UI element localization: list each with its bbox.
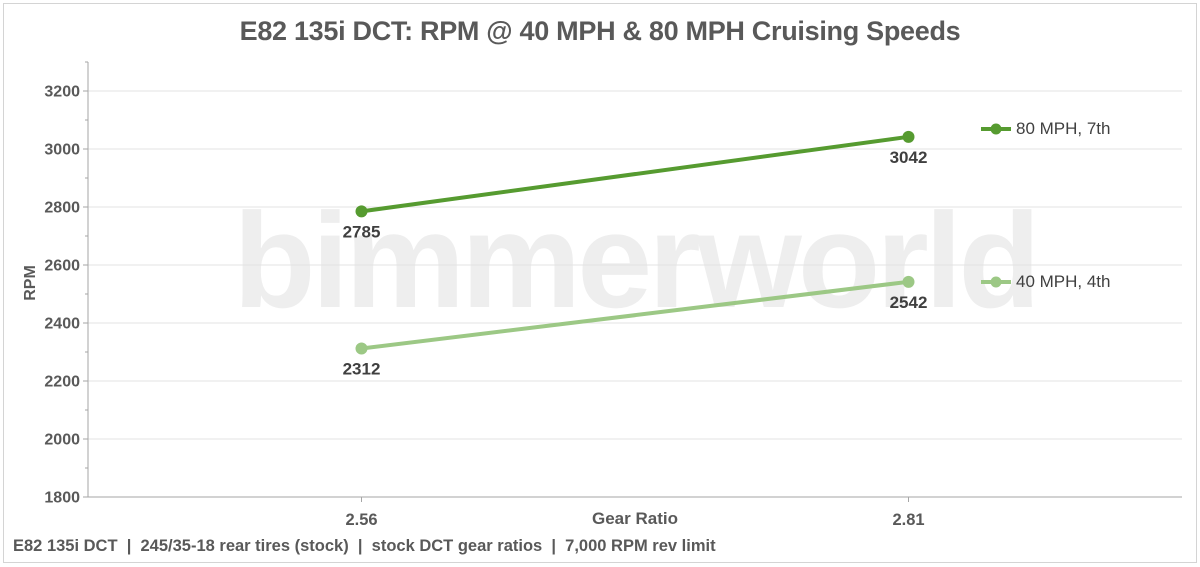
y-tick-label: 2600: [44, 258, 80, 275]
x-tick-label: 2.56: [345, 511, 377, 529]
y-tick-label: 2200: [44, 374, 80, 391]
legend-item: 80 MPH, 7th: [980, 118, 1111, 140]
data-point: [355, 342, 368, 355]
chart-title: E82 135i DCT: RPM @ 40 MPH & 80 MPH Crui…: [239, 16, 961, 46]
data-label: 2542: [890, 293, 928, 312]
series-line-1: [359, 134, 911, 214]
data-point: [902, 130, 915, 143]
legend-item: 40 MPH, 4th: [980, 271, 1111, 293]
y-tick-label: 3200: [44, 84, 80, 101]
legend-marker-icon: [981, 276, 1011, 288]
data-point: [355, 205, 368, 218]
y-tick-label: 1800: [44, 490, 80, 507]
data-label: 2785: [343, 222, 381, 241]
y-tick-label: 3000: [44, 142, 80, 159]
data-point: [902, 275, 915, 288]
series-line-2: [359, 279, 911, 351]
y-tick-label: 2800: [44, 200, 80, 217]
legend-marker-icon: [981, 123, 1011, 135]
legend-label: 40 MPH, 4th: [1016, 271, 1111, 291]
y-tick-label: 2000: [44, 432, 80, 449]
x-tick-label: 2.81: [892, 511, 924, 529]
footer-note: E82 135i DCT | 245/35-18 rear tires (sto…: [13, 537, 716, 555]
legend-label: 80 MPH, 7th: [1016, 118, 1111, 138]
y-tick-label: 2400: [44, 316, 80, 333]
y-axis-title: RPM: [22, 265, 39, 301]
data-label: 3042: [890, 148, 928, 167]
x-axis-title: Gear Ratio: [592, 509, 678, 528]
data-label: 2312: [343, 360, 381, 379]
